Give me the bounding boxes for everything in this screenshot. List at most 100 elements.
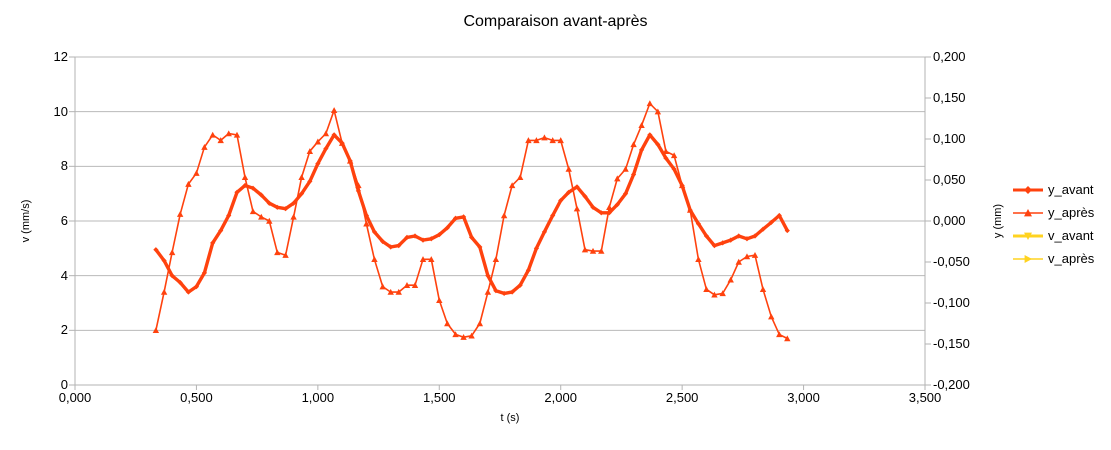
series-y_après-marker[interactable] xyxy=(436,297,443,303)
series-y_après-marker[interactable] xyxy=(419,256,427,262)
series-y_après-marker[interactable] xyxy=(549,137,556,144)
series-y_après-marker[interactable] xyxy=(201,144,208,150)
series-y_avant-marker[interactable] xyxy=(460,214,467,220)
series-y_avant-marker[interactable] xyxy=(420,237,426,243)
series-y_après-marker[interactable] xyxy=(703,286,710,293)
series-y_après-marker[interactable] xyxy=(719,290,726,297)
series-y_après-marker[interactable] xyxy=(168,249,176,256)
series-y_avant-marker[interactable] xyxy=(598,210,604,216)
series-y_avant-marker[interactable] xyxy=(630,171,637,178)
series-y_après-marker[interactable] xyxy=(185,180,192,187)
series-y_avant-marker[interactable] xyxy=(736,233,742,239)
series-y_avant-marker[interactable] xyxy=(663,155,669,161)
series-y_avant-marker[interactable] xyxy=(752,233,758,239)
series-y_avant-marker[interactable] xyxy=(307,178,313,184)
series-y_avant-marker[interactable] xyxy=(550,212,556,219)
series-y_après-marker[interactable] xyxy=(743,253,751,260)
legend-item-v_apr_s[interactable]: v_après xyxy=(1012,251,1094,266)
series-y_avant-marker[interactable] xyxy=(768,219,774,225)
series-y_avant-marker[interactable] xyxy=(266,200,272,206)
legend-item-y_apr_s[interactable]: y_après xyxy=(1012,205,1094,220)
series-y_après-marker[interactable] xyxy=(209,131,216,138)
series-y_après-marker[interactable] xyxy=(363,220,370,227)
series-y_avant-marker[interactable] xyxy=(315,161,321,167)
series-y_après-marker[interactable] xyxy=(266,217,273,224)
series-y_avant-marker[interactable] xyxy=(436,232,442,238)
series-y_après-marker[interactable] xyxy=(225,130,232,137)
series-y_avant-marker[interactable] xyxy=(638,147,645,153)
series-y_après-marker[interactable] xyxy=(768,313,775,320)
series-y_avant-marker[interactable] xyxy=(760,226,766,232)
series-y_après-marker[interactable] xyxy=(411,282,419,288)
series-y_avant-marker[interactable] xyxy=(331,132,337,138)
series-y_après-marker[interactable] xyxy=(751,251,759,258)
series-y_avant-marker[interactable] xyxy=(744,236,750,242)
series-y_avant-marker[interactable] xyxy=(161,258,167,264)
series-y_avant-marker[interactable] xyxy=(282,206,289,212)
series-y_après-marker[interactable] xyxy=(476,320,484,327)
series-y_avant-marker[interactable] xyxy=(323,145,329,152)
series-y_après-marker[interactable] xyxy=(217,137,224,144)
series-y_après-marker[interactable] xyxy=(484,288,492,295)
series-y_après-marker[interactable] xyxy=(338,139,346,146)
series-y_après-marker[interactable] xyxy=(646,100,654,107)
series-y_après-marker[interactable] xyxy=(622,165,629,172)
series-y_après-marker[interactable] xyxy=(371,256,378,262)
series-y_après-marker[interactable] xyxy=(403,282,411,288)
series-y_après-marker[interactable] xyxy=(452,331,459,338)
series-y_avant-marker[interactable] xyxy=(647,132,653,138)
series-y_après-marker[interactable] xyxy=(152,327,160,334)
series-y_avant-marker[interactable] xyxy=(574,184,580,190)
series-y_après-marker[interactable] xyxy=(541,134,548,141)
series-y_avant-marker[interactable] xyxy=(622,191,629,197)
series-y_avant-marker[interactable] xyxy=(185,289,192,295)
series-y_avant-marker[interactable] xyxy=(582,193,588,199)
series-y_après-marker[interactable] xyxy=(444,320,451,327)
series-y_avant-marker[interactable] xyxy=(501,290,507,297)
series-y_après-marker[interactable] xyxy=(735,258,742,265)
series-y_avant-marker[interactable] xyxy=(404,234,410,240)
series-y_après-marker[interactable] xyxy=(274,249,281,256)
series-y_avant-marker[interactable] xyxy=(444,225,450,231)
series-y_avant-marker[interactable] xyxy=(371,229,378,235)
series-y_avant-marker[interactable] xyxy=(258,192,264,198)
series-y_après-marker[interactable] xyxy=(395,288,402,295)
series-y_après-marker[interactable] xyxy=(346,157,354,164)
series-y_avant-marker[interactable] xyxy=(153,247,159,253)
series-y_avant-marker[interactable] xyxy=(720,240,726,246)
series-y_avant-marker[interactable] xyxy=(396,243,402,249)
series-y_avant-marker[interactable] xyxy=(728,237,734,243)
series-y_avant-marker[interactable] xyxy=(210,240,216,246)
series-y_après-marker[interactable] xyxy=(589,247,597,254)
series-y_après-marker[interactable] xyxy=(290,213,297,220)
series-y_après-marker[interactable] xyxy=(176,210,184,217)
series-y_avant-marker[interactable] xyxy=(477,244,483,250)
series-y_après-marker[interactable] xyxy=(614,175,621,182)
legend-item-v_avant[interactable]: v_avant xyxy=(1012,228,1094,243)
series-y_après-marker[interactable] xyxy=(533,137,540,144)
series-y_après-marker[interactable] xyxy=(759,286,767,293)
series-y_après[interactable] xyxy=(152,100,791,342)
series-y_avant-marker[interactable] xyxy=(274,204,280,210)
series-y_après-marker[interactable] xyxy=(468,332,475,339)
series-y_après-marker[interactable] xyxy=(654,108,662,115)
series-y_avant-marker[interactable] xyxy=(558,197,564,204)
series-y_avant-marker[interactable] xyxy=(695,221,702,227)
series-y_après-marker[interactable] xyxy=(557,137,564,144)
series-y_après-marker[interactable] xyxy=(565,165,572,172)
series-y_après-marker[interactable] xyxy=(678,182,686,189)
series-y_avant-marker[interactable] xyxy=(703,233,710,239)
series-y_avant-marker[interactable] xyxy=(776,212,782,219)
series-y_après-marker[interactable] xyxy=(330,107,338,114)
series-y_avant-marker[interactable] xyxy=(517,282,523,288)
series-y_avant-marker[interactable] xyxy=(234,189,240,195)
series-y_après-marker[interactable] xyxy=(784,335,791,342)
series-y_après-marker[interactable] xyxy=(306,148,314,155)
series-y_après-marker[interactable] xyxy=(387,288,394,295)
series-y_avant-marker[interactable] xyxy=(468,234,475,240)
series-y_après-marker[interactable] xyxy=(249,208,257,215)
series-y_après-marker[interactable] xyxy=(662,148,670,155)
series-y_après-marker[interactable] xyxy=(776,331,783,338)
series-y_avant-marker[interactable] xyxy=(784,227,790,234)
